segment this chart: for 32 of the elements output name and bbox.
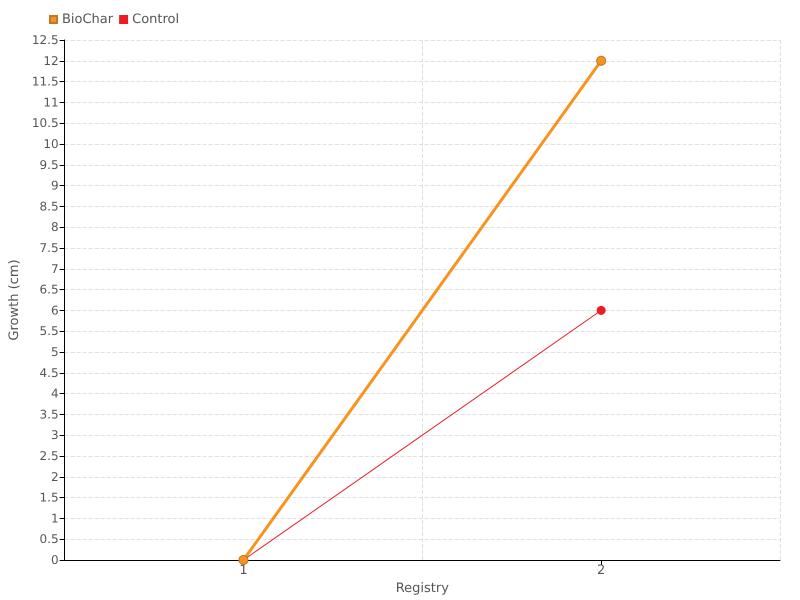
y-tick-label: 6.5 (40, 282, 59, 297)
y-tick-label: 10 (43, 137, 59, 151)
y-tick-label: 1.5 (40, 490, 59, 505)
y-tick-label: 11.5 (32, 74, 59, 89)
legend-label: BioChar (62, 12, 114, 27)
x-axis-title: Registry (396, 580, 450, 596)
y-tick-label: 5 (50, 345, 59, 359)
y-tick-label: 0 (50, 553, 59, 567)
y-tick-label: 4 (50, 386, 59, 401)
y-tick-label: 9.5 (40, 158, 59, 172)
y-tick-label: 2.5 (40, 449, 59, 463)
y-tick-label: 5.5 (40, 324, 59, 338)
y-tick-label: 9 (50, 178, 59, 193)
point (596, 56, 606, 66)
y-tick-label: 7.5 (40, 241, 59, 255)
y-tick-label: 2 (50, 470, 59, 484)
y-tick-label: 0.5 (40, 532, 59, 546)
legend-label: Control (132, 12, 180, 27)
y-tick-label: 4.5 (40, 366, 59, 380)
y-tick-label: 10.5 (32, 116, 59, 130)
y-tick-label: 11 (43, 95, 59, 110)
y-tick-label: 7 (50, 262, 59, 276)
y-tick-label: 8 (50, 220, 59, 234)
y-tick-label: 12.5 (32, 33, 59, 47)
y-tick-label: 6 (50, 303, 59, 318)
y-axis-title: Growth (cm) (7, 259, 22, 341)
y-tick-label: 12 (43, 54, 59, 68)
y-tick-label: 3.5 (40, 407, 59, 422)
y-tick-label: 3 (50, 428, 59, 442)
point (596, 306, 606, 315)
y-tick-label: 1 (50, 511, 59, 526)
y-tick-label: 8.5 (40, 199, 59, 214)
